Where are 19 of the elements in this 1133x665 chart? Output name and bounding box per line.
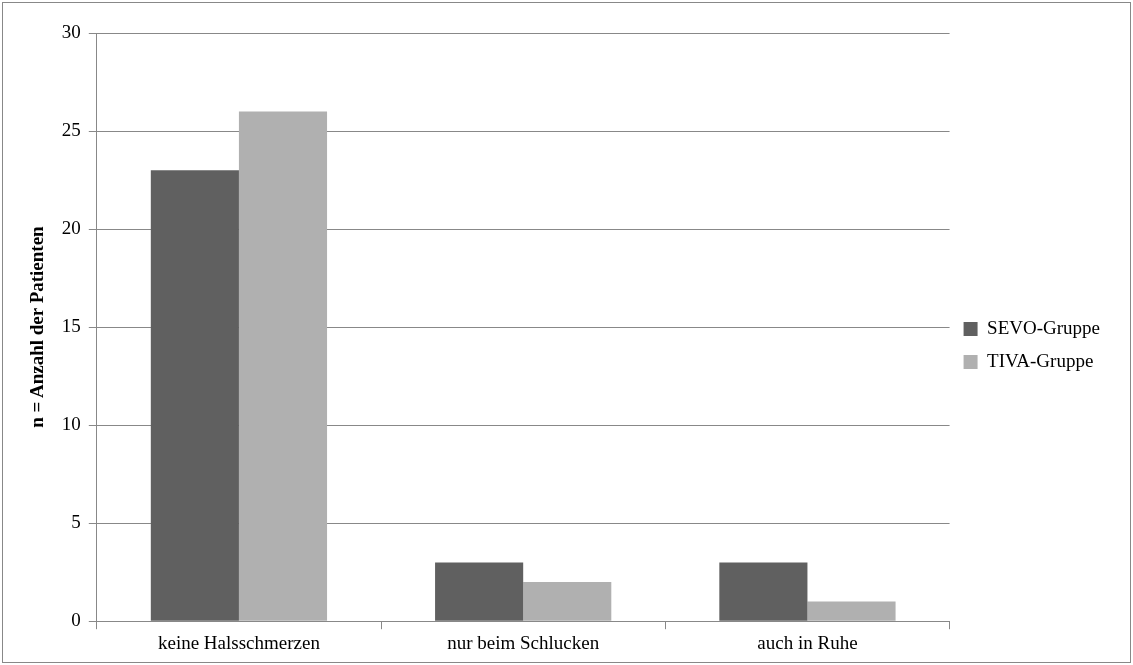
bar <box>435 562 524 621</box>
y-tick-label: 10 <box>61 413 81 435</box>
bar <box>150 170 239 621</box>
y-tick-label: 30 <box>61 20 81 42</box>
x-tick-label: auch in Ruhe <box>757 631 858 653</box>
bar <box>523 581 612 621</box>
x-tick-label: nur beim Schlucken <box>447 631 600 653</box>
y-tick-label: 15 <box>61 315 81 337</box>
y-tick-label: 0 <box>71 609 81 631</box>
bar <box>807 601 896 621</box>
legend-label: TIVA-Gruppe <box>987 349 1094 371</box>
y-tick-label: 20 <box>61 217 81 239</box>
legend-label: SEVO-Gruppe <box>987 316 1101 338</box>
y-axis-title: n = Anzahl der Patienten <box>26 225 48 428</box>
bar <box>238 111 328 621</box>
x-tick-label: keine Halsschmerzen <box>157 631 321 653</box>
y-tick-label: 25 <box>61 119 81 141</box>
bar <box>719 562 808 621</box>
y-tick-label: 5 <box>71 511 81 533</box>
